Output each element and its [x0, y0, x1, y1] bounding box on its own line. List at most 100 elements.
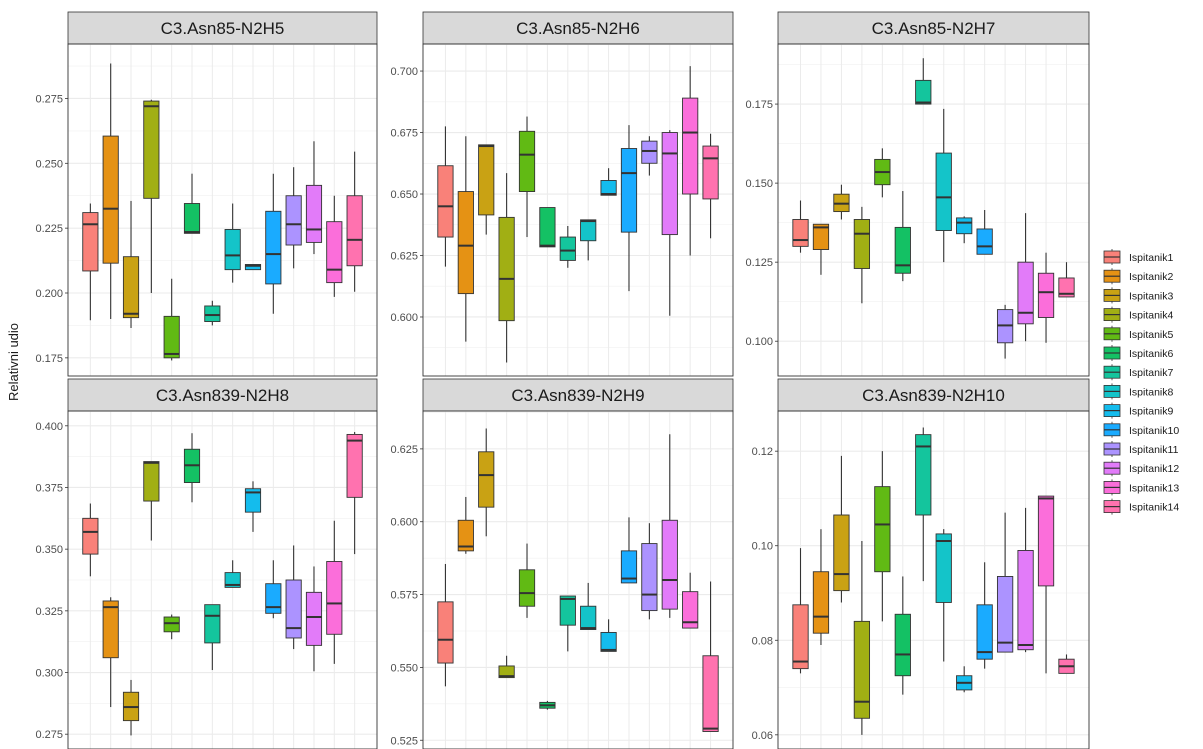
legend-item: Ispitanik8 — [1103, 383, 1174, 400]
legend-item: Ispitanik4 — [1103, 306, 1174, 323]
box-iqr — [580, 219, 597, 242]
y-tick-label: 0.10 — [752, 541, 773, 553]
box-iqr — [915, 79, 932, 105]
box-iqr — [661, 519, 678, 610]
panel-n2h9: C3.Asn839-N2H9 0.525 0.550 0.575 0.600 0.625 — [390, 378, 734, 749]
box-iqr — [518, 130, 536, 193]
box-iqr — [620, 550, 638, 584]
y-tick-label: 0.350 — [35, 544, 63, 556]
legend: Ispitanik1 Ispitanik2 Ispitanik3 Ispitanik4… — [1103, 249, 1179, 515]
legend-label: Ispitanik7 — [1129, 367, 1174, 379]
box-ispitanik2 — [102, 597, 119, 708]
y-tick-label: 0.700 — [390, 66, 418, 78]
box-ispitanik2 — [102, 63, 119, 319]
box-iqr — [285, 195, 302, 246]
box-ispitanik13 — [1037, 252, 1055, 343]
box-ispitanik12 — [661, 434, 678, 618]
box-iqr — [244, 264, 262, 271]
box-ispitanik10 — [620, 125, 638, 292]
panel-title: C3.Asn85-N2H6 — [516, 19, 640, 38]
y-tick-label: 0.100 — [745, 336, 773, 348]
panel-title: C3.Asn85-N2H5 — [161, 19, 285, 38]
box-iqr — [122, 256, 140, 319]
box-iqr — [894, 613, 911, 677]
box-iqr — [305, 184, 323, 243]
legend-item: Ispitanik14 — [1103, 498, 1179, 515]
box-ispitanik6 — [539, 207, 556, 248]
box-ispitanik10 — [976, 562, 993, 669]
box-iqr — [305, 591, 323, 646]
box-iqr — [915, 434, 932, 516]
box-ispitanik13 — [682, 572, 699, 629]
box-ispitanik1 — [437, 126, 454, 267]
box-iqr — [976, 604, 993, 660]
box-ispitanik12 — [1017, 507, 1034, 653]
box-ispitanik5 — [163, 614, 180, 640]
box-iqr — [559, 236, 576, 261]
panel-strip — [777, 378, 1090, 412]
box-iqr — [143, 461, 160, 502]
box-iqr — [853, 620, 871, 719]
box-ispitanik1 — [792, 200, 809, 253]
box-iqr — [833, 514, 850, 592]
box-iqr — [976, 228, 993, 255]
legend-item: Ispitanik2 — [1103, 268, 1174, 285]
box-ispitanik14 — [702, 133, 719, 239]
box-iqr — [894, 226, 911, 274]
box-iqr — [437, 165, 454, 238]
box-ispitanik9 — [244, 264, 262, 271]
box-iqr — [792, 604, 809, 670]
box-ispitanik6 — [183, 433, 201, 503]
box-iqr — [620, 148, 638, 233]
legend-item: Ispitanik3 — [1103, 287, 1174, 304]
y-tick-label: 0.275 — [35, 93, 63, 105]
box-ispitanik12 — [661, 130, 678, 316]
box-iqr — [874, 486, 891, 573]
box-iqr — [1037, 495, 1055, 587]
box-ispitanik4 — [143, 99, 160, 293]
box-ispitanik9 — [956, 216, 973, 244]
panel-border — [67, 43, 378, 377]
panel-title: C3.Asn839-N2H10 — [862, 386, 1005, 405]
y-tick-label: 0.250 — [35, 158, 63, 170]
y-tick-label: 0.525 — [390, 735, 418, 747]
box-ispitanik3 — [122, 200, 140, 329]
box-iqr — [498, 216, 515, 322]
y-tick-label: 0.325 — [35, 606, 63, 618]
box-ispitanik6 — [183, 173, 201, 234]
box-iqr — [326, 221, 343, 284]
box-ispitanik2 — [812, 529, 830, 645]
box-iqr — [702, 145, 719, 200]
box-iqr — [204, 604, 221, 644]
box-iqr — [935, 533, 952, 603]
panel-strip — [67, 11, 378, 45]
box-iqr — [244, 488, 262, 513]
box-ispitanik4 — [853, 206, 871, 304]
box-ispitanik5 — [163, 278, 180, 361]
y-tick-label: 0.08 — [752, 635, 773, 647]
y-tick-label: 0.625 — [390, 250, 418, 262]
y-axis-label: Relativni udio — [6, 323, 21, 401]
panel-n2h8: C3.Asn839-N2H8 0.275 0.300 0.325 0.350 0.375 0… — [35, 378, 378, 749]
box-iqr — [285, 579, 302, 639]
box-iqr — [163, 315, 180, 359]
panel-strip — [422, 11, 734, 45]
y-tick-label: 0.650 — [390, 189, 418, 201]
box-iqr — [1058, 277, 1075, 298]
box-ispitanik11 — [285, 545, 302, 650]
box-ispitanik4 — [498, 173, 515, 363]
legend-item: Ispitanik9 — [1103, 402, 1174, 419]
box-ispitanik11 — [641, 136, 658, 176]
box-ispitanik13 — [326, 520, 343, 664]
box-iqr — [956, 217, 973, 235]
box-ispitanik3 — [478, 144, 495, 235]
box-ispitanik1 — [82, 503, 99, 577]
box-ispitanik13 — [326, 195, 343, 297]
panel-border — [777, 43, 1090, 377]
box-iqr — [600, 180, 617, 196]
y-tick-label: 0.225 — [35, 223, 63, 235]
box-ispitanik14 — [346, 431, 363, 555]
box-ispitanik1 — [792, 548, 809, 674]
panel-n2h6: C3.Asn85-N2H6 0.600 0.625 0.650 0.675 0.700 — [390, 11, 734, 377]
